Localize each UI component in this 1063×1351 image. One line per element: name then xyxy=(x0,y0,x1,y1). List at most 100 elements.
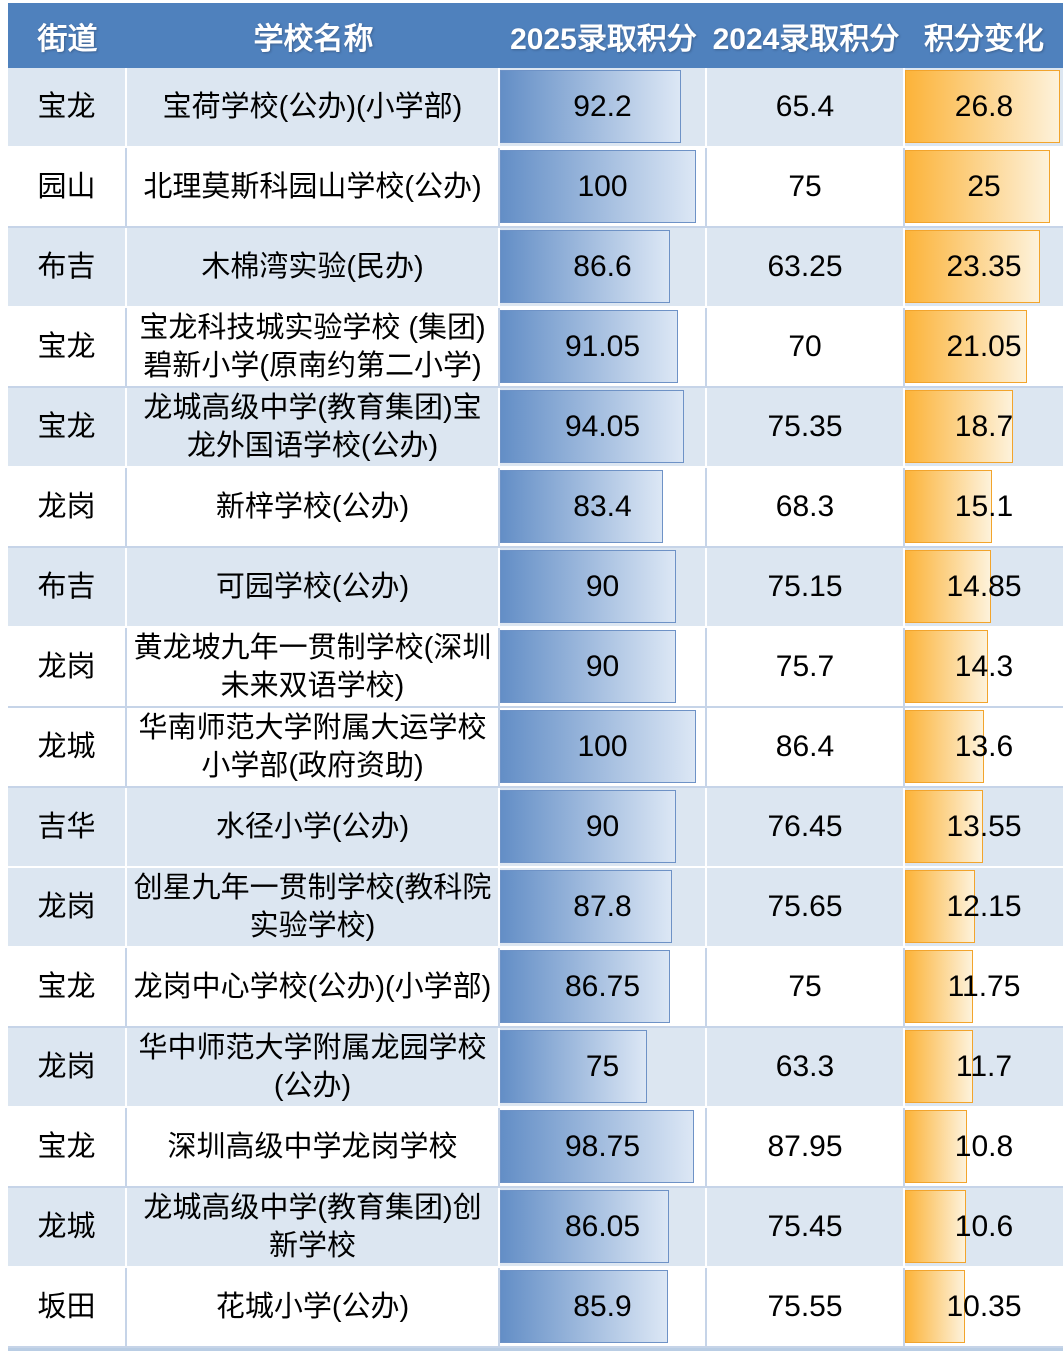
table-body: 宝龙 宝荷学校(公办)(小学部) 92.2 65.4 26.8 园山 北理莫斯科… xyxy=(8,68,1063,1348)
street-cell: 宝龙 xyxy=(8,308,127,386)
table-row: 布吉 可园学校(公办) 90 75.15 14.85 xyxy=(8,548,1063,628)
street-cell: 宝龙 xyxy=(8,948,127,1026)
score-change-cell: 23.35 xyxy=(905,228,1063,306)
table-row: 宝龙 龙岗中心学校(公办)(小学部) 86.75 75 11.75 xyxy=(8,948,1063,1028)
school-name-cell: 宝龙科技城实验学校 (集团)碧新小学(原南约第二小学) xyxy=(127,308,500,386)
table-row: 龙城 华南师范大学附属大运学校小学部(政府资助) 100 86.4 13.6 xyxy=(8,708,1063,788)
score-change-databar xyxy=(905,630,988,703)
score-2024-cell: 76.45 xyxy=(707,788,905,866)
score-2025-cell: 98.75 xyxy=(500,1108,707,1186)
score-2024-cell: 75.15 xyxy=(707,548,905,626)
score-2025-cell: 90 xyxy=(500,548,707,626)
score-2025-databar xyxy=(500,870,673,943)
score-2025-databar xyxy=(500,1270,669,1343)
score-2025-cell: 75 xyxy=(500,1028,707,1106)
score-change-databar xyxy=(905,1190,967,1263)
score-change-cell: 21.05 xyxy=(905,308,1063,386)
table-row: 宝龙 龙城高级中学(教育集团)宝龙外国语学校(公办) 94.05 75.35 1… xyxy=(8,388,1063,468)
table-row: 龙岗 华中师范大学附属龙园学校(公办) 75 63.3 11.7 xyxy=(8,1028,1063,1108)
score-change-cell: 13.6 xyxy=(905,708,1063,786)
score-change-databar xyxy=(905,390,1014,463)
score-2025-databar xyxy=(500,790,677,863)
score-2025-cell: 91.05 xyxy=(500,308,707,386)
score-2025-cell: 87.8 xyxy=(500,868,707,946)
score-change-cell: 25 xyxy=(905,148,1063,226)
score-change-cell: 11.75 xyxy=(905,948,1063,1026)
table-row: 龙岗 创星九年一贯制学校(教科院实验学校) 87.8 75.65 12.15 xyxy=(8,868,1063,948)
school-name-cell: 水径小学(公办) xyxy=(127,788,500,866)
school-name-cell: 黄龙坡九年一贯制学校(深圳未来双语学校) xyxy=(127,628,500,706)
score-2024-cell: 68.3 xyxy=(707,468,905,546)
score-change-cell: 10.8 xyxy=(905,1108,1063,1186)
school-name-cell: 北理莫斯科园山学校(公办) xyxy=(127,148,500,226)
school-name-cell: 创星九年一贯制学校(教科院实验学校) xyxy=(127,868,500,946)
score-change-cell: 14.3 xyxy=(905,628,1063,706)
table-row: 宝龙 宝荷学校(公办)(小学部) 92.2 65.4 26.8 xyxy=(8,68,1063,148)
score-2024-cell: 70 xyxy=(707,308,905,386)
street-cell: 龙岗 xyxy=(8,1028,127,1106)
column-header-score-2025: 2025录取积分 xyxy=(510,22,697,56)
street-cell: 宝龙 xyxy=(8,68,127,146)
street-cell: 龙城 xyxy=(8,708,127,786)
score-2025-cell: 90 xyxy=(500,628,707,706)
score-2024-cell: 63.25 xyxy=(707,228,905,306)
score-table: 街道 学校名称 2025录取积分 2024录取积分 积分变化 宝龙 宝荷学校(公… xyxy=(8,3,1063,1351)
table-row: 园山 北理莫斯科园山学校(公办) 100 75 25 xyxy=(8,148,1063,228)
score-2025-databar xyxy=(500,1030,647,1103)
score-2024-cell: 75.35 xyxy=(707,388,905,466)
score-2025-cell: 100 xyxy=(500,148,707,226)
score-2025-cell: 86.75 xyxy=(500,948,707,1026)
table-row: 龙城 龙城高级中学(教育集团)创新学校 86.05 75.45 10.6 xyxy=(8,1188,1063,1268)
score-2025-databar xyxy=(500,470,664,543)
score-2024-cell: 63.3 xyxy=(707,1028,905,1106)
table-header-row: 街道 学校名称 2025录取积分 2024录取积分 积分变化 xyxy=(8,3,1063,68)
score-2025-databar xyxy=(500,1190,669,1263)
score-change-cell: 13.55 xyxy=(905,788,1063,866)
score-change-cell: 14.85 xyxy=(905,548,1063,626)
score-2024-cell: 86.4 xyxy=(707,708,905,786)
street-cell: 宝龙 xyxy=(8,1108,127,1186)
score-change-databar xyxy=(905,150,1050,223)
school-name-cell: 华中师范大学附属龙园学校(公办) xyxy=(127,1028,500,1106)
table-row: 宝龙 宝龙科技城实验学校 (集团)碧新小学(原南约第二小学) 91.05 70 … xyxy=(8,308,1063,388)
score-2025-databar xyxy=(500,70,681,143)
score-change-databar xyxy=(905,1270,965,1343)
score-2024-cell: 75 xyxy=(707,948,905,1026)
street-cell: 吉华 xyxy=(8,788,127,866)
score-2025-cell: 100 xyxy=(500,708,707,786)
school-name-cell: 宝荷学校(公办)(小学部) xyxy=(127,68,500,146)
street-cell: 龙岗 xyxy=(8,868,127,946)
score-change-cell: 10.35 xyxy=(905,1268,1063,1346)
school-name-cell: 龙城高级中学(教育集团)创新学校 xyxy=(127,1188,500,1266)
street-cell: 布吉 xyxy=(8,228,127,306)
column-header-street: 街道 xyxy=(37,22,98,56)
score-2025-databar xyxy=(500,950,671,1023)
table-row: 坂田 花城小学(公办) 85.9 75.55 10.35 xyxy=(8,1268,1063,1348)
table-row: 吉华 水径小学(公办) 90 76.45 13.55 xyxy=(8,788,1063,868)
score-2025-databar xyxy=(500,310,679,383)
column-header-score-change: 积分变化 xyxy=(924,22,1044,56)
score-2025-cell: 86.05 xyxy=(500,1188,707,1266)
score-2024-cell: 75.55 xyxy=(707,1268,905,1346)
score-change-databar xyxy=(905,470,993,543)
score-change-cell: 18.7 xyxy=(905,388,1063,466)
school-name-cell: 龙岗中心学校(公办)(小学部) xyxy=(127,948,500,1026)
score-change-cell: 26.8 xyxy=(905,68,1063,146)
score-2025-databar xyxy=(500,390,685,463)
street-cell: 龙城 xyxy=(8,1188,127,1266)
street-cell: 龙岗 xyxy=(8,628,127,706)
score-change-databar xyxy=(905,550,991,623)
school-name-cell: 可园学校(公办) xyxy=(127,548,500,626)
score-2024-cell: 65.4 xyxy=(707,68,905,146)
score-2025-databar xyxy=(500,710,696,783)
score-change-cell: 15.1 xyxy=(905,468,1063,546)
street-cell: 宝龙 xyxy=(8,388,127,466)
score-change-databar xyxy=(905,230,1041,303)
score-change-databar xyxy=(905,70,1060,143)
street-cell: 布吉 xyxy=(8,548,127,626)
score-2024-cell: 75 xyxy=(707,148,905,226)
score-change-databar xyxy=(905,1030,973,1103)
school-name-cell: 龙城高级中学(教育集团)宝龙外国语学校(公办) xyxy=(127,388,500,466)
score-2025-cell: 83.4 xyxy=(500,468,707,546)
